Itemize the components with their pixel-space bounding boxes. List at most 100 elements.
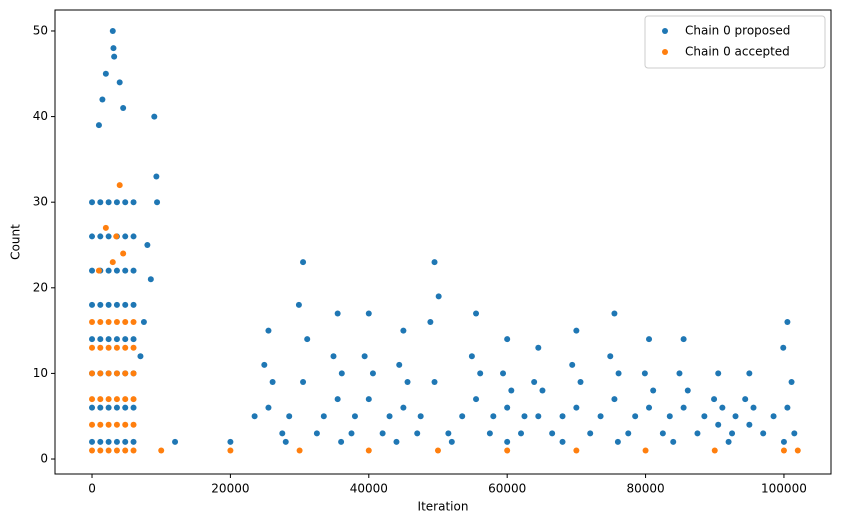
- point: [334, 396, 341, 403]
- point: [251, 413, 258, 420]
- point: [486, 430, 493, 437]
- point: [111, 53, 118, 60]
- point: [286, 413, 293, 420]
- point: [435, 293, 442, 300]
- point: [780, 344, 787, 351]
- point: [365, 310, 372, 317]
- point: [780, 447, 787, 454]
- point: [535, 344, 542, 351]
- point: [130, 199, 137, 206]
- point: [680, 404, 687, 411]
- point: [105, 199, 112, 206]
- point: [122, 396, 129, 403]
- y-tick-label: 10: [33, 366, 48, 380]
- point: [122, 233, 129, 240]
- point: [130, 336, 137, 343]
- point: [265, 404, 272, 411]
- point: [477, 370, 484, 377]
- point: [569, 361, 576, 368]
- point: [97, 344, 104, 351]
- point: [105, 438, 112, 445]
- point: [559, 413, 566, 420]
- point: [113, 344, 120, 351]
- point: [666, 413, 673, 420]
- point: [304, 336, 311, 343]
- point: [508, 387, 515, 394]
- point: [89, 344, 96, 351]
- point: [113, 336, 120, 343]
- point: [120, 250, 127, 257]
- point: [521, 413, 528, 420]
- point: [97, 336, 104, 343]
- point: [105, 344, 112, 351]
- point: [97, 447, 104, 454]
- point: [89, 336, 96, 343]
- point: [97, 301, 104, 308]
- point: [490, 413, 497, 420]
- point: [615, 370, 622, 377]
- point: [105, 370, 112, 377]
- point: [431, 259, 438, 266]
- point: [227, 438, 234, 445]
- point: [448, 438, 455, 445]
- legend-label: Chain 0 proposed: [685, 24, 790, 38]
- point: [701, 413, 708, 420]
- point: [445, 430, 452, 437]
- point: [89, 396, 96, 403]
- point: [434, 447, 441, 454]
- point: [130, 404, 137, 411]
- point: [573, 447, 580, 454]
- point: [102, 70, 109, 77]
- point: [504, 438, 511, 445]
- point: [518, 430, 525, 437]
- point: [130, 301, 137, 308]
- point: [97, 199, 104, 206]
- point: [587, 430, 594, 437]
- point: [99, 96, 106, 103]
- y-tick-label: 0: [40, 452, 48, 466]
- point: [137, 353, 144, 360]
- point: [784, 404, 791, 411]
- point: [89, 447, 96, 454]
- point: [105, 319, 112, 326]
- x-axis-label: Iteration: [418, 500, 469, 514]
- point: [122, 319, 129, 326]
- point: [89, 319, 96, 326]
- point: [151, 113, 158, 120]
- x-tick-label: 60000: [488, 482, 526, 496]
- point: [113, 267, 120, 274]
- point: [109, 27, 116, 34]
- point: [719, 404, 726, 411]
- point: [351, 413, 358, 420]
- point: [122, 404, 129, 411]
- point: [338, 438, 345, 445]
- point: [122, 370, 129, 377]
- point: [468, 353, 475, 360]
- point: [144, 241, 151, 248]
- point: [404, 378, 411, 385]
- point: [715, 370, 722, 377]
- point: [330, 353, 337, 360]
- point: [122, 447, 129, 454]
- point: [715, 421, 722, 428]
- point: [113, 396, 120, 403]
- point: [109, 259, 116, 266]
- point: [400, 404, 407, 411]
- point: [725, 438, 732, 445]
- point: [97, 370, 104, 377]
- point: [122, 301, 129, 308]
- x-tick-label: 0: [88, 482, 96, 496]
- point: [393, 438, 400, 445]
- point: [122, 438, 129, 445]
- point: [122, 267, 129, 274]
- point: [113, 370, 120, 377]
- y-axis-label: Count: [9, 224, 23, 260]
- legend-box: [644, 15, 826, 69]
- point: [296, 447, 303, 454]
- point: [711, 447, 718, 454]
- point: [130, 370, 137, 377]
- point: [348, 430, 355, 437]
- point: [279, 430, 286, 437]
- point: [611, 310, 618, 317]
